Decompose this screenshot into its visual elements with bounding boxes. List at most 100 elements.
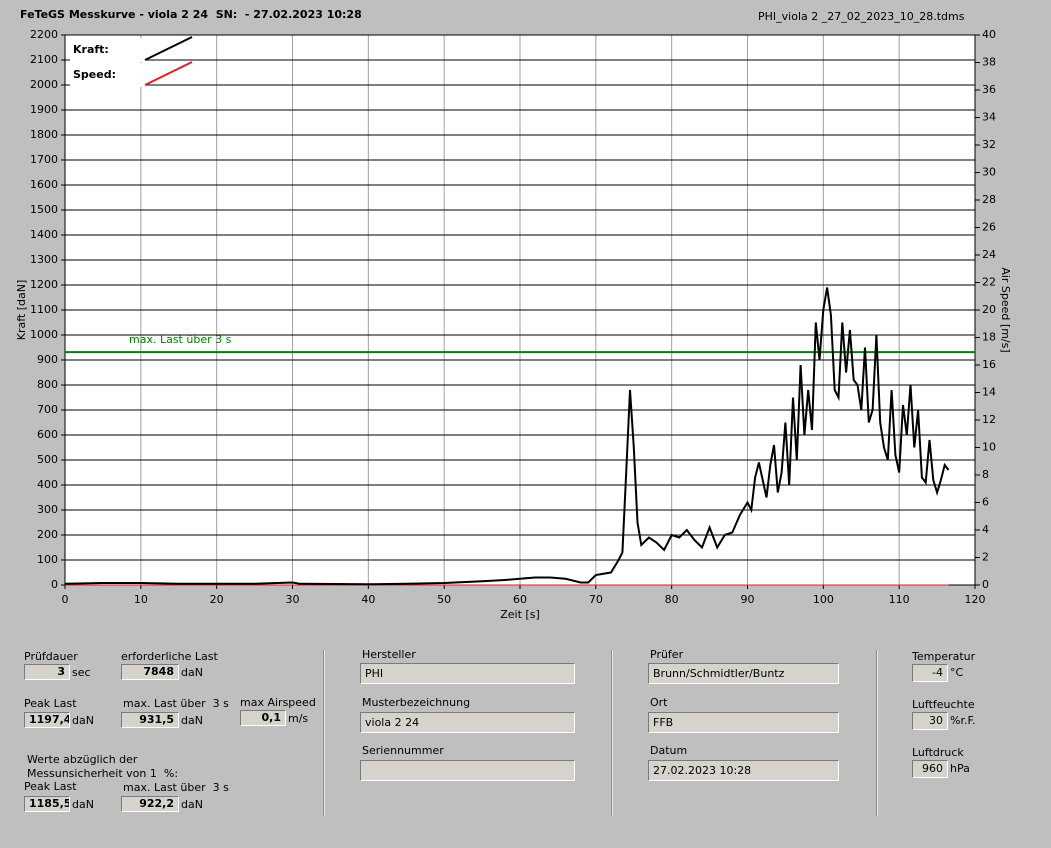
y2-tick-label: 24	[982, 248, 996, 261]
separator	[876, 650, 878, 816]
y-tick-label: 800	[37, 378, 58, 391]
x-tick-label: 90	[741, 593, 755, 606]
x-tick-label: 30	[286, 593, 300, 606]
y2-tick-label: 20	[982, 303, 996, 316]
x-tick-label: 50	[437, 593, 451, 606]
y-tick-label: 700	[37, 403, 58, 416]
field-label: Luftfeuchte	[912, 698, 975, 711]
legend-bg	[70, 63, 145, 87]
x-axis-label: Zeit [s]	[500, 608, 539, 621]
y-axis-label: Kraft [daN]	[15, 280, 28, 341]
y2-tick-label: 10	[982, 441, 996, 454]
y-tick-label: 600	[37, 428, 58, 441]
chart: 0 10 20 30 40 50 60 70 80 90 100 110 120010020030040…	[15, 28, 1012, 621]
y-tick-label: 100	[37, 553, 58, 566]
legend-swatch	[144, 36, 193, 61]
field-value: viola 2 24	[360, 712, 575, 733]
x-tick-label: 0	[62, 593, 69, 606]
field-value: 931,5	[121, 712, 179, 728]
x-tick-label: 40	[361, 593, 375, 606]
y2-tick-label: 8	[982, 468, 989, 481]
field-label: erforderliche Last	[121, 650, 218, 663]
field-unit: °C	[950, 666, 964, 679]
y-tick-label: 1300	[30, 253, 58, 266]
y2-tick-label: 26	[982, 221, 996, 234]
field-label: Seriennummer	[362, 744, 444, 757]
window-title: FeTeGS Messkurve - viola 2 24 SN: - 27.0…	[20, 8, 362, 21]
field-value: 1197,4	[24, 712, 70, 728]
y-tick-label: 0	[51, 578, 58, 591]
field-value: 27.02.2023 10:28	[648, 760, 839, 781]
field-value: Brunn/Schmidtler/Buntz	[648, 663, 839, 684]
field-label: Prüfdauer	[24, 650, 78, 663]
field-label: max Airspeed	[240, 696, 316, 709]
series-line	[64, 287, 950, 586]
separator	[323, 650, 325, 816]
y2-tick-label: 36	[982, 83, 996, 96]
y-tick-label: 1700	[30, 153, 58, 166]
y-tick-label: 1000	[30, 328, 58, 341]
y-tick-label: 1100	[30, 303, 58, 316]
field-value: -4	[912, 664, 948, 682]
field-label: Hersteller	[362, 648, 416, 661]
field-label: max. Last über 3 s	[123, 781, 229, 794]
field-value: PHI	[360, 663, 575, 684]
field-unit: m/s	[288, 712, 309, 725]
y2-tick-label: 22	[982, 276, 996, 289]
y2-axis-label: Air Speed [m/s]	[999, 267, 1012, 352]
y-tick-label: 1200	[30, 278, 58, 291]
y-tick-label: 2100	[30, 53, 58, 66]
field-value: 3	[24, 664, 70, 680]
x-tick-label: 120	[965, 593, 986, 606]
y-tick-label: 300	[37, 503, 58, 516]
y-tick-label: 1400	[30, 228, 58, 241]
field-label: Temperatur	[912, 650, 976, 663]
x-tick-label: 20	[210, 593, 224, 606]
y-tick-label: 900	[37, 353, 58, 366]
y2-tick-label: 16	[982, 358, 996, 371]
y2-tick-label: 38	[982, 56, 996, 69]
x-tick-label: 70	[589, 593, 603, 606]
field-label: Datum	[650, 744, 688, 757]
field-unit: %r.F.	[950, 714, 976, 727]
field-value: 7848	[121, 664, 179, 680]
y2-tick-label: 40	[982, 28, 996, 41]
field-label: Peak Last	[24, 697, 77, 710]
field-label: max. Last über 3 s	[123, 697, 229, 710]
legend-bg	[70, 38, 145, 62]
field-value: FFB	[648, 712, 839, 733]
y-tick-label: 1900	[30, 103, 58, 116]
x-tick-label: 60	[513, 593, 527, 606]
field-value: 922,2	[121, 796, 179, 812]
field-value: 30	[912, 712, 948, 730]
field-label: Ort	[650, 696, 668, 709]
x-tick-label: 100	[813, 593, 834, 606]
y2-tick-label: 34	[982, 111, 996, 124]
y2-tick-label: 18	[982, 331, 996, 344]
y-tick-label: 2000	[30, 78, 58, 91]
x-tick-label: 80	[665, 593, 679, 606]
note: Werte abzüglich der	[27, 753, 138, 766]
x-tick-label: 110	[889, 593, 910, 606]
field-unit: sec	[72, 666, 91, 679]
y2-tick-label: 4	[982, 523, 989, 536]
field-unit: daN	[181, 798, 203, 811]
y2-tick-label: 6	[982, 496, 989, 509]
y-tick-label: 400	[37, 478, 58, 491]
separator	[611, 650, 613, 816]
field-unit: daN	[181, 714, 203, 727]
y-tick-label: 200	[37, 528, 58, 541]
field-unit: daN	[72, 798, 94, 811]
field-label: Prüfer	[650, 648, 684, 661]
y2-tick-label: 14	[982, 386, 996, 399]
note: Messunsicherheit von 1 %:	[27, 767, 179, 780]
field-label: Peak Last	[24, 780, 77, 793]
field-unit: daN	[72, 714, 94, 727]
y2-tick-label: 2	[982, 551, 989, 564]
field-label: Musterbezeichnung	[362, 696, 471, 709]
y2-tick-label: 30	[982, 166, 996, 179]
x-tick-label: 10	[134, 593, 148, 606]
field-label: Luftdruck	[912, 746, 964, 759]
y-tick-label: 2200	[30, 28, 58, 41]
